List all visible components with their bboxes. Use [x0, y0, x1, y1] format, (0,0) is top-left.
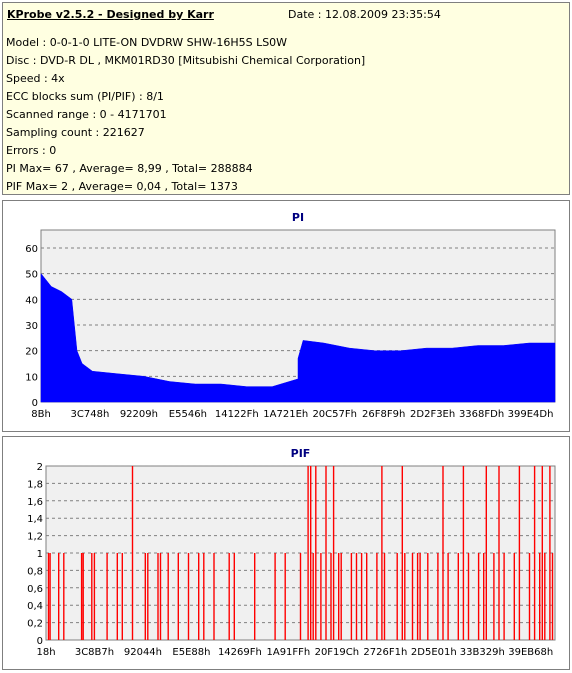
pif-x-tick-label: 3C8B7h	[75, 647, 114, 658]
scan-date: Date : 12.08.2009 23:35:54	[288, 8, 441, 21]
pi-y-tick-label: 0	[32, 398, 38, 409]
pif-x-tick-label: E5E88h	[172, 647, 210, 658]
pi-x-tick-label: E5546h	[169, 409, 207, 420]
pi-x-tick-label: 399E4Dh	[508, 409, 554, 420]
pif-y-tick-label: 1,2	[27, 532, 43, 543]
pi-y-tick-label: 10	[25, 372, 38, 383]
pif-y-tick-label: 0,6	[27, 584, 43, 595]
pi-y-tick-label: 40	[25, 295, 38, 306]
pif-x-tick-label: 92044h	[124, 647, 162, 658]
info-errors: Errors : 0	[6, 144, 57, 157]
pif-y-tick-label: 1	[37, 549, 43, 560]
pi-y-tick-label: 50	[25, 270, 38, 281]
pi-x-tick-label: 1A721Eh	[263, 409, 308, 420]
pif-y-tick-label: 1,8	[27, 479, 43, 490]
pif-x-tick-label: 18h	[36, 647, 55, 658]
info-disc: Disc : DVD-R DL , MKM01RD30 [Mitsubishi …	[6, 54, 366, 67]
pif-x-tick-label: 2726F1h	[363, 647, 407, 658]
pi-chart-panel: PI 0 10 20 30 40 50 60 8Bh 3C748h 92209h E5546h 1412…	[2, 200, 570, 432]
info-scanned-range: Scanned range : 0 - 4171701	[6, 108, 167, 121]
pi-chart-title: PI	[292, 211, 304, 224]
pif-x-tick-label: 20F19Ch	[315, 647, 360, 658]
pi-x-tick-label: 3C748h	[71, 409, 110, 420]
info-speed: Speed : 4x	[6, 72, 65, 85]
pif-chart-panel: PIF 0 0,2 0,4 0,6 0,8 1 1,2 1,4 1,6 1,8 2 18h 3C8B7h 9…	[2, 436, 570, 670]
pif-y-tick-label: 0,2	[27, 619, 43, 630]
pif-y-tick-label: 2	[37, 462, 43, 473]
pif-x-tick-label: 14269Fh	[218, 647, 262, 658]
pi-y-tick-label: 30	[25, 321, 38, 332]
app-title: KProbe v2.5.2 - Designed by Karr	[7, 8, 214, 21]
pi-x-tick-label: 14122Fh	[215, 409, 259, 420]
info-pif-stats: PIF Max= 2 , Average= 0,04 , Total= 1373	[6, 180, 238, 193]
pif-y-tick-label: 1,4	[27, 514, 43, 525]
pi-x-tick-label: 2D2F3Eh	[410, 409, 455, 420]
pi-y-tick-label: 20	[25, 347, 38, 358]
pi-x-tick-label: 26F8F9h	[362, 409, 405, 420]
info-pi-stats: PI Max= 67 , Average= 8,99 , Total= 2888…	[6, 162, 253, 175]
pi-y-tick-label: 60	[25, 244, 38, 255]
pi-x-tick-label: 8Bh	[31, 409, 51, 420]
info-panel: KProbe v2.5.2 - Designed by Karr Date : …	[2, 2, 570, 195]
pif-chart: PIF 0 0,2 0,4 0,6 0,8 1 1,2 1,4 1,6 1,8 2 18h 3C8B7h 9…	[27, 447, 556, 658]
pi-chart: PI 0 10 20 30 40 50 60 8Bh 3C748h 92209h E5546h 1412…	[25, 211, 556, 420]
pif-x-tick-label: 1A91FFh	[266, 647, 310, 658]
info-model: Model : 0-0-1-0 LITE-ON DVDRW SHW-16H5S …	[6, 36, 288, 49]
pi-x-tick-label: 20C57Fh	[312, 409, 357, 420]
info-ecc: ECC blocks sum (PI/PIF) : 8/1	[6, 90, 164, 103]
pif-y-tick-label: 0,4	[27, 601, 43, 612]
pi-x-tick-label: 92209h	[120, 409, 158, 420]
pif-y-tick-label: 0	[37, 636, 43, 647]
pi-x-tick-label: 3368FDh	[459, 409, 504, 420]
pif-x-tick-label: 2D5E01h	[411, 647, 457, 658]
pif-x-tick-label: 39EB68h	[508, 647, 553, 658]
pif-x-tick-label: 33B329h	[460, 647, 505, 658]
pif-y-tick-label: 1,6	[27, 497, 43, 508]
pif-y-tick-label: 0,8	[27, 566, 43, 577]
info-sampling-count: Sampling count : 221627	[6, 126, 145, 139]
pif-chart-title: PIF	[291, 447, 311, 460]
pi-series-area	[40, 272, 556, 403]
